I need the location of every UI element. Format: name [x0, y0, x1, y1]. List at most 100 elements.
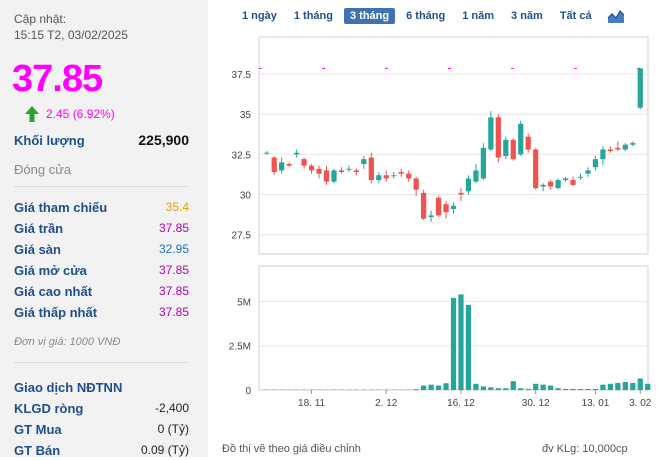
candle-body	[615, 148, 620, 150]
candle-body	[570, 180, 575, 185]
range-tab[interactable]: 3 tháng	[344, 8, 395, 24]
change-value: 2.45 (6.92%)	[46, 107, 115, 121]
candle-body	[301, 159, 306, 165]
y-tick-label: 0	[245, 386, 251, 397]
quote-row: Giá tham chiếu 35.4	[14, 197, 189, 217]
candle-body	[638, 68, 643, 107]
candle-body	[600, 150, 605, 160]
foreign-value: 0.09 (Tỷ)	[141, 443, 189, 457]
range-tab[interactable]: 6 tháng	[400, 8, 451, 24]
volume-bar	[555, 388, 560, 390]
candle-body	[399, 172, 404, 174]
range-tab[interactable]: 3 năm	[505, 8, 549, 24]
volume-bar	[585, 389, 590, 390]
candle-body	[414, 178, 419, 189]
candle-body	[316, 169, 321, 174]
candle-body	[458, 193, 463, 195]
volume-bar	[451, 298, 456, 390]
candle-body	[466, 178, 471, 191]
candle-body	[272, 158, 277, 172]
volume-bar	[421, 386, 426, 390]
quote-panel: Cập nhật: 15:15 T2, 03/02/2025 37.85 2.4…	[0, 0, 208, 457]
candle-body	[294, 153, 299, 155]
volume-bar	[563, 389, 568, 390]
footer-note: Đồ thị vẽ theo giá điều chỉnh	[222, 443, 361, 455]
range-tabs: 1 ngày 1 tháng 3 tháng 6 tháng 1 năm 3 năm Tất…	[236, 6, 625, 26]
volume-bar	[608, 384, 613, 390]
range-tab[interactable]: 1 tháng	[288, 8, 339, 24]
candle-body	[608, 150, 613, 152]
updated-label: Cập nhật:	[14, 12, 66, 26]
candle-body	[555, 180, 560, 188]
y-tick-label: 5M	[237, 297, 251, 308]
quote-value: 32.95	[159, 242, 189, 256]
volume-bar	[481, 386, 486, 390]
foreign-label: GT Mua	[14, 422, 62, 437]
candle-body	[548, 182, 553, 187]
line-chart-icon[interactable]	[607, 8, 625, 24]
candle-body	[593, 159, 598, 167]
current-price: 37.85	[12, 58, 102, 101]
divider	[14, 362, 189, 363]
candle-body	[623, 145, 628, 150]
volume-bar	[436, 386, 441, 390]
candle-body	[496, 117, 501, 157]
candle-body	[511, 140, 516, 159]
volume-bar	[526, 389, 531, 390]
candle-body	[578, 177, 583, 178]
volume-bar	[518, 388, 523, 390]
candle-body	[361, 159, 366, 164]
candle-body	[346, 169, 351, 170]
candle-body	[481, 148, 486, 179]
candle-body	[503, 140, 508, 156]
candle-body	[391, 175, 396, 176]
quote-value: 35.4	[166, 200, 189, 214]
x-tick-label: 18. 11	[298, 398, 325, 409]
volume-bar	[466, 305, 471, 390]
volume-bar	[541, 385, 546, 390]
candle-body	[421, 193, 426, 219]
range-tab[interactable]: 1 ngày	[236, 8, 283, 24]
volume-bar	[548, 386, 553, 390]
volume-unit-note: đv KLg: 10,000cp	[542, 443, 628, 455]
quote-label: Giá thấp nhất	[14, 305, 97, 320]
y-tick-label: 37.5	[232, 70, 252, 81]
quote-label: Giá sàn	[14, 242, 61, 257]
quote-label: Giá tham chiếu	[14, 200, 107, 215]
x-tick-label: 13. 01	[582, 398, 610, 409]
candle-body	[309, 166, 314, 171]
x-tick-label: 30. 12	[522, 398, 550, 409]
quote-value: 37.85	[159, 221, 189, 235]
volume-bar	[496, 388, 501, 390]
volume-bar	[414, 389, 419, 390]
up-arrow-icon	[24, 105, 40, 123]
foreign-label: GT Bán	[14, 443, 60, 458]
foreign-row: KLGD ròng-2,400	[14, 398, 189, 418]
candle-body	[287, 164, 292, 166]
candle-body	[541, 185, 546, 187]
range-tab[interactable]: Tất cả	[554, 8, 598, 24]
candle-body	[406, 174, 411, 179]
volume-bar	[458, 294, 463, 390]
candle-body	[264, 153, 269, 154]
foreign-title: Giao dịch NĐTNN	[14, 380, 122, 395]
x-tick-label: 2. 12	[375, 398, 398, 409]
unit-note: Đơn vị giá: 1000 VNĐ	[14, 336, 120, 348]
range-tab-list: 1 ngày 1 tháng 3 tháng 6 tháng 1 năm 3 năm Tất…	[236, 8, 603, 24]
x-tick-label: 16. 12	[447, 398, 475, 409]
candle-body	[369, 158, 374, 181]
quote-label: Giá cao nhất	[14, 284, 92, 299]
candle-body	[324, 170, 329, 181]
volume-bar	[473, 384, 478, 390]
candle-body	[428, 215, 433, 217]
foreign-value: -2,400	[155, 401, 189, 415]
volume-bar	[623, 382, 628, 390]
range-tab[interactable]: 1 năm	[456, 8, 500, 24]
quote-value: 37.85	[159, 305, 189, 319]
volume-bar	[428, 385, 433, 390]
